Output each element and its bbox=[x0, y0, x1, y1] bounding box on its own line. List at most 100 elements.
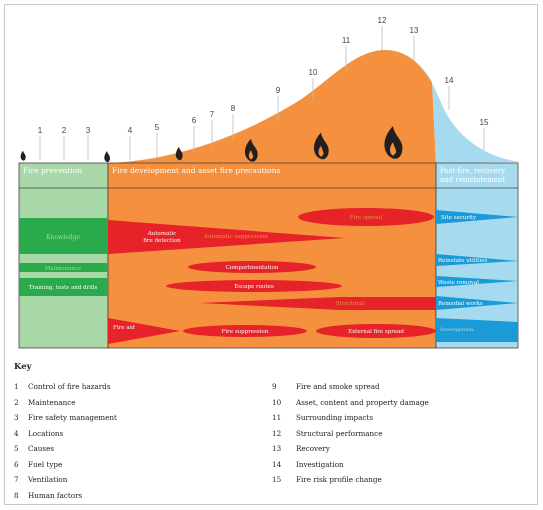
key-item-label: Ventilation bbox=[28, 475, 68, 484]
key-item-11: 11 Surrounding impacts bbox=[272, 413, 373, 422]
green-bar-maintenance-label: Maintenance bbox=[45, 266, 81, 272]
green-bar-knowledge bbox=[19, 218, 108, 254]
phase-prevention-panel bbox=[18, 162, 109, 349]
key-item-4: 4 Locations bbox=[14, 429, 63, 438]
timeline-number-12: 12 bbox=[378, 16, 387, 25]
blue-wedge-remedial-works-label: Remedial works bbox=[438, 301, 483, 307]
green-bar-knowledge-label: Knowledge bbox=[46, 234, 80, 241]
flame-icon bbox=[384, 126, 403, 159]
red-wedge-automatic-detection-label-line2: fire detection bbox=[143, 238, 181, 244]
key-item-label: Maintenance bbox=[28, 397, 76, 407]
key-item-7: 7 Ventilation bbox=[14, 475, 67, 484]
red-wedge-fire-aid bbox=[108, 318, 180, 344]
timeline-number-2: 2 bbox=[62, 126, 67, 135]
timeline-number-7: 7 bbox=[210, 110, 215, 119]
key-item-14: 14 Investigation bbox=[272, 460, 344, 469]
key-item-number: 6 bbox=[14, 459, 19, 469]
blue-wedge-investigation bbox=[436, 318, 518, 342]
key-item-number: 14 bbox=[272, 459, 282, 469]
key-item-number: 9 bbox=[272, 382, 277, 391]
key-item-label: Fire and smoke spread bbox=[296, 382, 380, 391]
blue-wedge-site-security bbox=[436, 210, 518, 224]
phase-post-label-line2: and reinstatement bbox=[440, 176, 505, 184]
timeline-number-5: 5 bbox=[155, 123, 160, 132]
red-lens-fire-suppression-label: Fire suppression bbox=[222, 329, 269, 335]
blue-wedge-waste-removal bbox=[436, 276, 518, 287]
key-item-label: Asset, content and property damage bbox=[296, 397, 429, 407]
red-lens-compartmentation bbox=[188, 261, 316, 273]
phase-post-label-line1: Post-fire, recovery bbox=[440, 167, 505, 175]
key-item-label: Fuel type bbox=[28, 459, 63, 469]
timeline-number-15: 15 bbox=[480, 118, 489, 127]
key-item-label: Human factors bbox=[28, 490, 83, 500]
key-item-6: 6 Fuel type bbox=[14, 460, 62, 469]
red-wedge-automatic-detection bbox=[108, 220, 345, 254]
key-item-number: 13 bbox=[272, 444, 282, 453]
key-item-number: 12 bbox=[272, 428, 282, 438]
red-wedge-structural-label: Structural bbox=[336, 301, 365, 307]
key-item-label: Fire risk profile change bbox=[296, 475, 382, 484]
timeline-number-1: 1 bbox=[38, 126, 43, 135]
phase-development-panel bbox=[107, 162, 437, 349]
key-item-9: 9 Fire and smoke spread bbox=[272, 382, 380, 391]
key-item-15: 15 Fire risk profile change bbox=[272, 475, 382, 484]
key-item-12: 12 Structural performance bbox=[272, 429, 382, 438]
blue-wedge-remedial-works bbox=[436, 296, 518, 310]
key-item-number: 3 bbox=[14, 413, 19, 422]
timeline-number-3: 3 bbox=[86, 126, 91, 135]
key-item-number: 5 bbox=[14, 444, 19, 453]
phase-prevention-label: Fire prevention bbox=[23, 166, 82, 175]
key-item-1: 1 Control of fire hazards bbox=[14, 382, 110, 391]
blue-wedge-waste-removal-label: Waste removal bbox=[438, 280, 479, 286]
fire-curve-post bbox=[385, 50, 520, 163]
flame-icon bbox=[175, 146, 183, 161]
figure-frame bbox=[4, 4, 538, 505]
fire-curve-development bbox=[108, 50, 436, 163]
blue-wedge-reinstate-utilities bbox=[436, 254, 518, 266]
key-item-number: 11 bbox=[272, 413, 282, 422]
red-wedge-automatic-suppression-label: Automatic suppression bbox=[203, 234, 268, 240]
key-item-5: 5 Causes bbox=[14, 444, 54, 453]
key-title: Key bbox=[14, 362, 32, 372]
red-lens-fire-spread bbox=[298, 208, 434, 226]
fire-lifecycle-diagram: 1 2 3 4 5 6 7 8 9 10 11 12 13 14 15 bbox=[18, 16, 520, 349]
blue-wedge-reinstate-utilities-label: Reinstate utilities bbox=[438, 258, 487, 264]
key-item-number: 1 bbox=[14, 382, 19, 391]
blue-wedge-investigation-label: Investigation, bbox=[440, 327, 475, 333]
timeline-number-10: 10 bbox=[309, 68, 318, 77]
key-item-number: 8 bbox=[14, 490, 19, 500]
timeline-number-9: 9 bbox=[276, 86, 281, 95]
key-item-label: Control of fire hazards bbox=[28, 382, 111, 391]
timeline-number-4: 4 bbox=[128, 126, 133, 135]
key-item-number: 7 bbox=[14, 475, 19, 484]
red-lens-fire-spread-label: Fire spread bbox=[350, 215, 383, 221]
key-item-number: 15 bbox=[272, 475, 282, 484]
key-item-label: Surrounding impacts bbox=[296, 413, 374, 422]
red-lens-escape-routes bbox=[166, 280, 342, 292]
timeline-number-13: 13 bbox=[410, 26, 419, 35]
key-item-label: Recovery bbox=[296, 444, 330, 453]
timeline-number-11: 11 bbox=[342, 36, 351, 45]
timeline-number-14: 14 bbox=[445, 76, 454, 85]
timeline-number-8: 8 bbox=[231, 104, 236, 113]
key-item-10: 10 Asset, content and property damage bbox=[272, 398, 429, 407]
key-item-label: Fire safety management bbox=[28, 413, 117, 422]
key-item-2: 2 Maintenance bbox=[14, 398, 76, 407]
key-item-number: 10 bbox=[272, 397, 282, 407]
red-lens-compartmentation-label: Compartmentation bbox=[226, 265, 279, 271]
key-legend: Key 1 Control of fire hazards 2 Maintenance… bbox=[14, 362, 529, 502]
key-item-3: 3 Fire safety management bbox=[14, 413, 117, 422]
red-wedge-structural bbox=[200, 297, 436, 310]
key-item-label: Causes bbox=[28, 444, 55, 453]
red-lens-external-spread bbox=[316, 324, 436, 338]
key-item-number: 4 bbox=[14, 428, 19, 438]
red-wedge-automatic-detection-label-line1: Automatic bbox=[147, 231, 177, 237]
key-item-8: 8 Human factors bbox=[14, 491, 82, 500]
green-bar-maintenance bbox=[19, 263, 108, 272]
red-lens-external-spread-label: External fire spread bbox=[348, 329, 404, 335]
blue-wedge-site-security-label: Site security bbox=[441, 215, 477, 221]
key-item-number: 2 bbox=[14, 397, 19, 407]
flame-icon bbox=[104, 151, 110, 163]
phase-development-label: Fire development and asset fire precauti… bbox=[112, 166, 280, 175]
flame-icon bbox=[313, 132, 329, 160]
